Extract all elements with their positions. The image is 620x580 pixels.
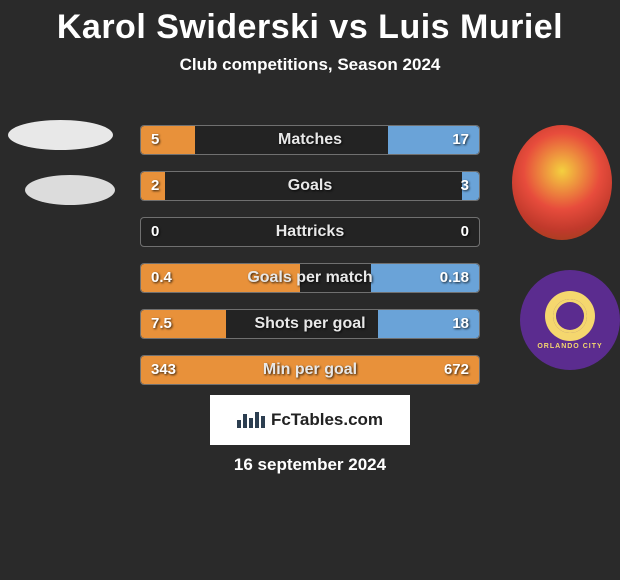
stats-area: Matches5 17 Goals2 3 Hattricks0 0 Goals per ma…: [140, 125, 480, 401]
stat-value-right: 672: [444, 356, 469, 384]
stat-value-left: 2: [151, 172, 159, 200]
stat-value-right: 0: [461, 218, 469, 246]
stat-label: Goals: [141, 172, 479, 200]
stat-value-right: 3: [461, 172, 469, 200]
brand-box: FcTables.com: [210, 395, 410, 445]
stat-row: Shots per goal7.5 18: [140, 309, 480, 339]
left-player-avatar: [8, 120, 113, 150]
stat-value-right: 18: [452, 310, 469, 338]
stat-label: Hattricks: [141, 218, 479, 246]
stat-row: Hattricks0 0: [140, 217, 480, 247]
stat-value-left: 7.5: [151, 310, 172, 338]
brand-chart-icon: [237, 412, 265, 428]
club-text: ORLANDO CITY: [537, 343, 602, 350]
stat-value-left: 5: [151, 126, 159, 154]
page-title: Karol Swiderski vs Luis Muriel: [0, 0, 620, 47]
stat-label: Matches: [141, 126, 479, 154]
stat-value-right: 17: [452, 126, 469, 154]
stat-label: Shots per goal: [141, 310, 479, 338]
right-club-logo: ORLANDO CITY: [520, 270, 620, 370]
date-text: 16 september 2024: [0, 455, 620, 475]
left-club-logo: [25, 175, 115, 205]
page-subtitle: Club competitions, Season 2024: [0, 55, 620, 75]
stat-value-left: 343: [151, 356, 176, 384]
right-player-avatar: [512, 125, 612, 240]
stat-value-left: 0.4: [151, 264, 172, 292]
lion-icon: [545, 291, 595, 341]
stat-label: Goals per match: [141, 264, 479, 292]
stat-value-right: 0.18: [440, 264, 469, 292]
brand-text: FcTables.com: [271, 410, 383, 430]
stat-row: Goals2 3: [140, 171, 480, 201]
stat-value-left: 0: [151, 218, 159, 246]
stat-row: Matches5 17: [140, 125, 480, 155]
stat-label: Min per goal: [141, 356, 479, 384]
stat-row: Goals per match0.4 0.18: [140, 263, 480, 293]
stat-row: Min per goal343 672: [140, 355, 480, 385]
